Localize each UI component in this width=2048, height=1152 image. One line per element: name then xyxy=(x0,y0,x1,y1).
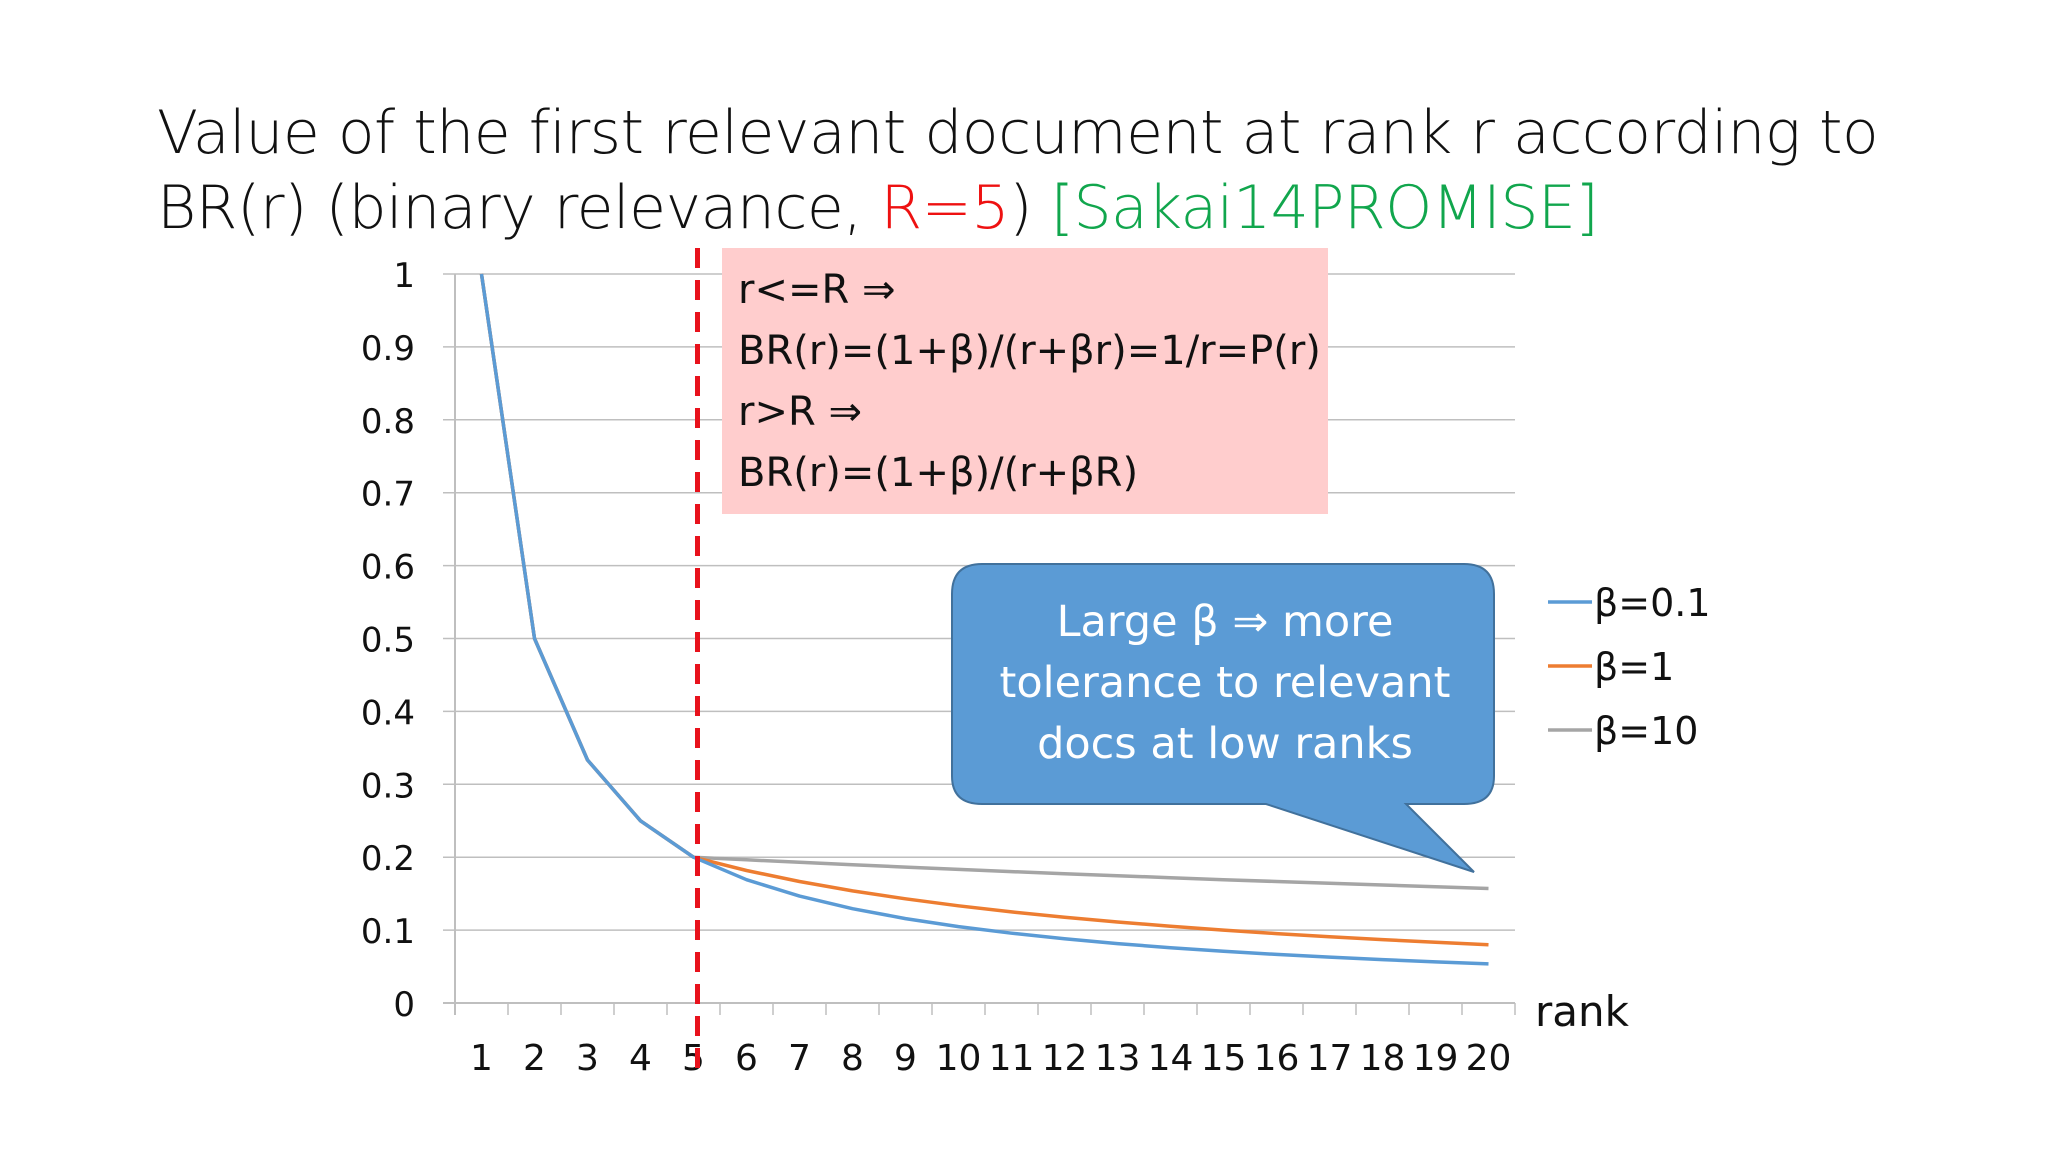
x-tick-label: 13 xyxy=(1095,1038,1141,1079)
x-tick-label: 4 xyxy=(629,1038,652,1079)
callout-line-1: Large β ⇒ more xyxy=(1056,597,1394,647)
slide-title: Value of the first relevant document at … xyxy=(157,96,1977,246)
x-tick-label: 7 xyxy=(788,1038,811,1079)
legend: β=0.1 β=1 β=10 xyxy=(1548,581,1711,753)
x-tick-label: 8 xyxy=(841,1038,864,1079)
title-text: Value of the first relevant document at … xyxy=(157,98,1879,243)
y-tick-label: 0.7 xyxy=(361,475,415,515)
x-tick-label: 12 xyxy=(1042,1038,1088,1079)
legend-label: β=0.1 xyxy=(1594,581,1711,625)
x-axis-label: rank xyxy=(1535,987,1630,1036)
x-tick-label: 2 xyxy=(523,1038,546,1079)
formula-line-3: r>R ⇒ xyxy=(738,389,862,435)
title-r-value: R=5 xyxy=(880,173,1010,243)
x-tick-label: 6 xyxy=(735,1038,758,1079)
y-tick-label: 0 xyxy=(393,985,415,1025)
y-tick-label: 1 xyxy=(393,256,415,296)
y-tick-label: 0.9 xyxy=(361,329,415,369)
legend-label: β=10 xyxy=(1594,709,1698,753)
x-tick-label: 10 xyxy=(936,1038,982,1079)
x-tick-label: 18 xyxy=(1360,1038,1406,1079)
x-tick-label: 19 xyxy=(1413,1038,1459,1079)
y-tick-label: 0.2 xyxy=(361,839,415,879)
formula-line-1: r<=R ⇒ xyxy=(738,267,896,313)
x-tick-label: 15 xyxy=(1201,1038,1247,1079)
x-tick-label: 1 xyxy=(470,1038,493,1079)
axes: 00.10.20.30.40.50.60.70.80.911 2 3 4 5 6 7 8 9 10… xyxy=(361,256,1630,1079)
y-tick-label: 0.3 xyxy=(361,766,415,806)
callout-shape xyxy=(951,563,1495,873)
y-tick-label: 0.5 xyxy=(361,621,415,661)
title-paren: ) xyxy=(1009,173,1051,243)
formula-line-4: BR(r)=(1+β)/(r+βR) xyxy=(738,450,1139,496)
x-tick-label: 11 xyxy=(989,1038,1035,1079)
callout-line-2: tolerance to relevant xyxy=(999,658,1451,708)
callout-text: Large β ⇒ more tolerance to relevant doc… xyxy=(955,592,1495,775)
y-tick-label: 0.6 xyxy=(361,548,415,588)
x-tick-label: 20 xyxy=(1466,1038,1512,1079)
x-tick-label: 14 xyxy=(1148,1038,1194,1079)
x-tick-label: 16 xyxy=(1254,1038,1300,1079)
formula-box: r<=R ⇒ BR(r)=(1+β)/(r+βr)=1/r=P(r) r>R ⇒… xyxy=(722,248,1328,514)
x-tick-label: 5 xyxy=(682,1038,705,1079)
callout-line-3: docs at low ranks xyxy=(1037,719,1413,769)
y-tick-label: 0.8 xyxy=(361,402,415,442)
y-tick-label: 0.1 xyxy=(361,912,415,952)
title-citation: [Sakai14PROMISE] xyxy=(1050,173,1599,243)
legend-label: β=1 xyxy=(1594,645,1674,689)
x-tick-label: 9 xyxy=(894,1038,917,1079)
series-lines xyxy=(479,273,1489,966)
y-tick-label: 0.4 xyxy=(361,693,415,733)
formula-line-2: BR(r)=(1+β)/(r+βr)=1/r=P(r) xyxy=(738,328,1321,374)
x-tick-label: 3 xyxy=(576,1038,599,1079)
callout-bubble xyxy=(951,563,1495,873)
x-tick-label: 17 xyxy=(1307,1038,1353,1079)
series-line xyxy=(479,273,1489,966)
